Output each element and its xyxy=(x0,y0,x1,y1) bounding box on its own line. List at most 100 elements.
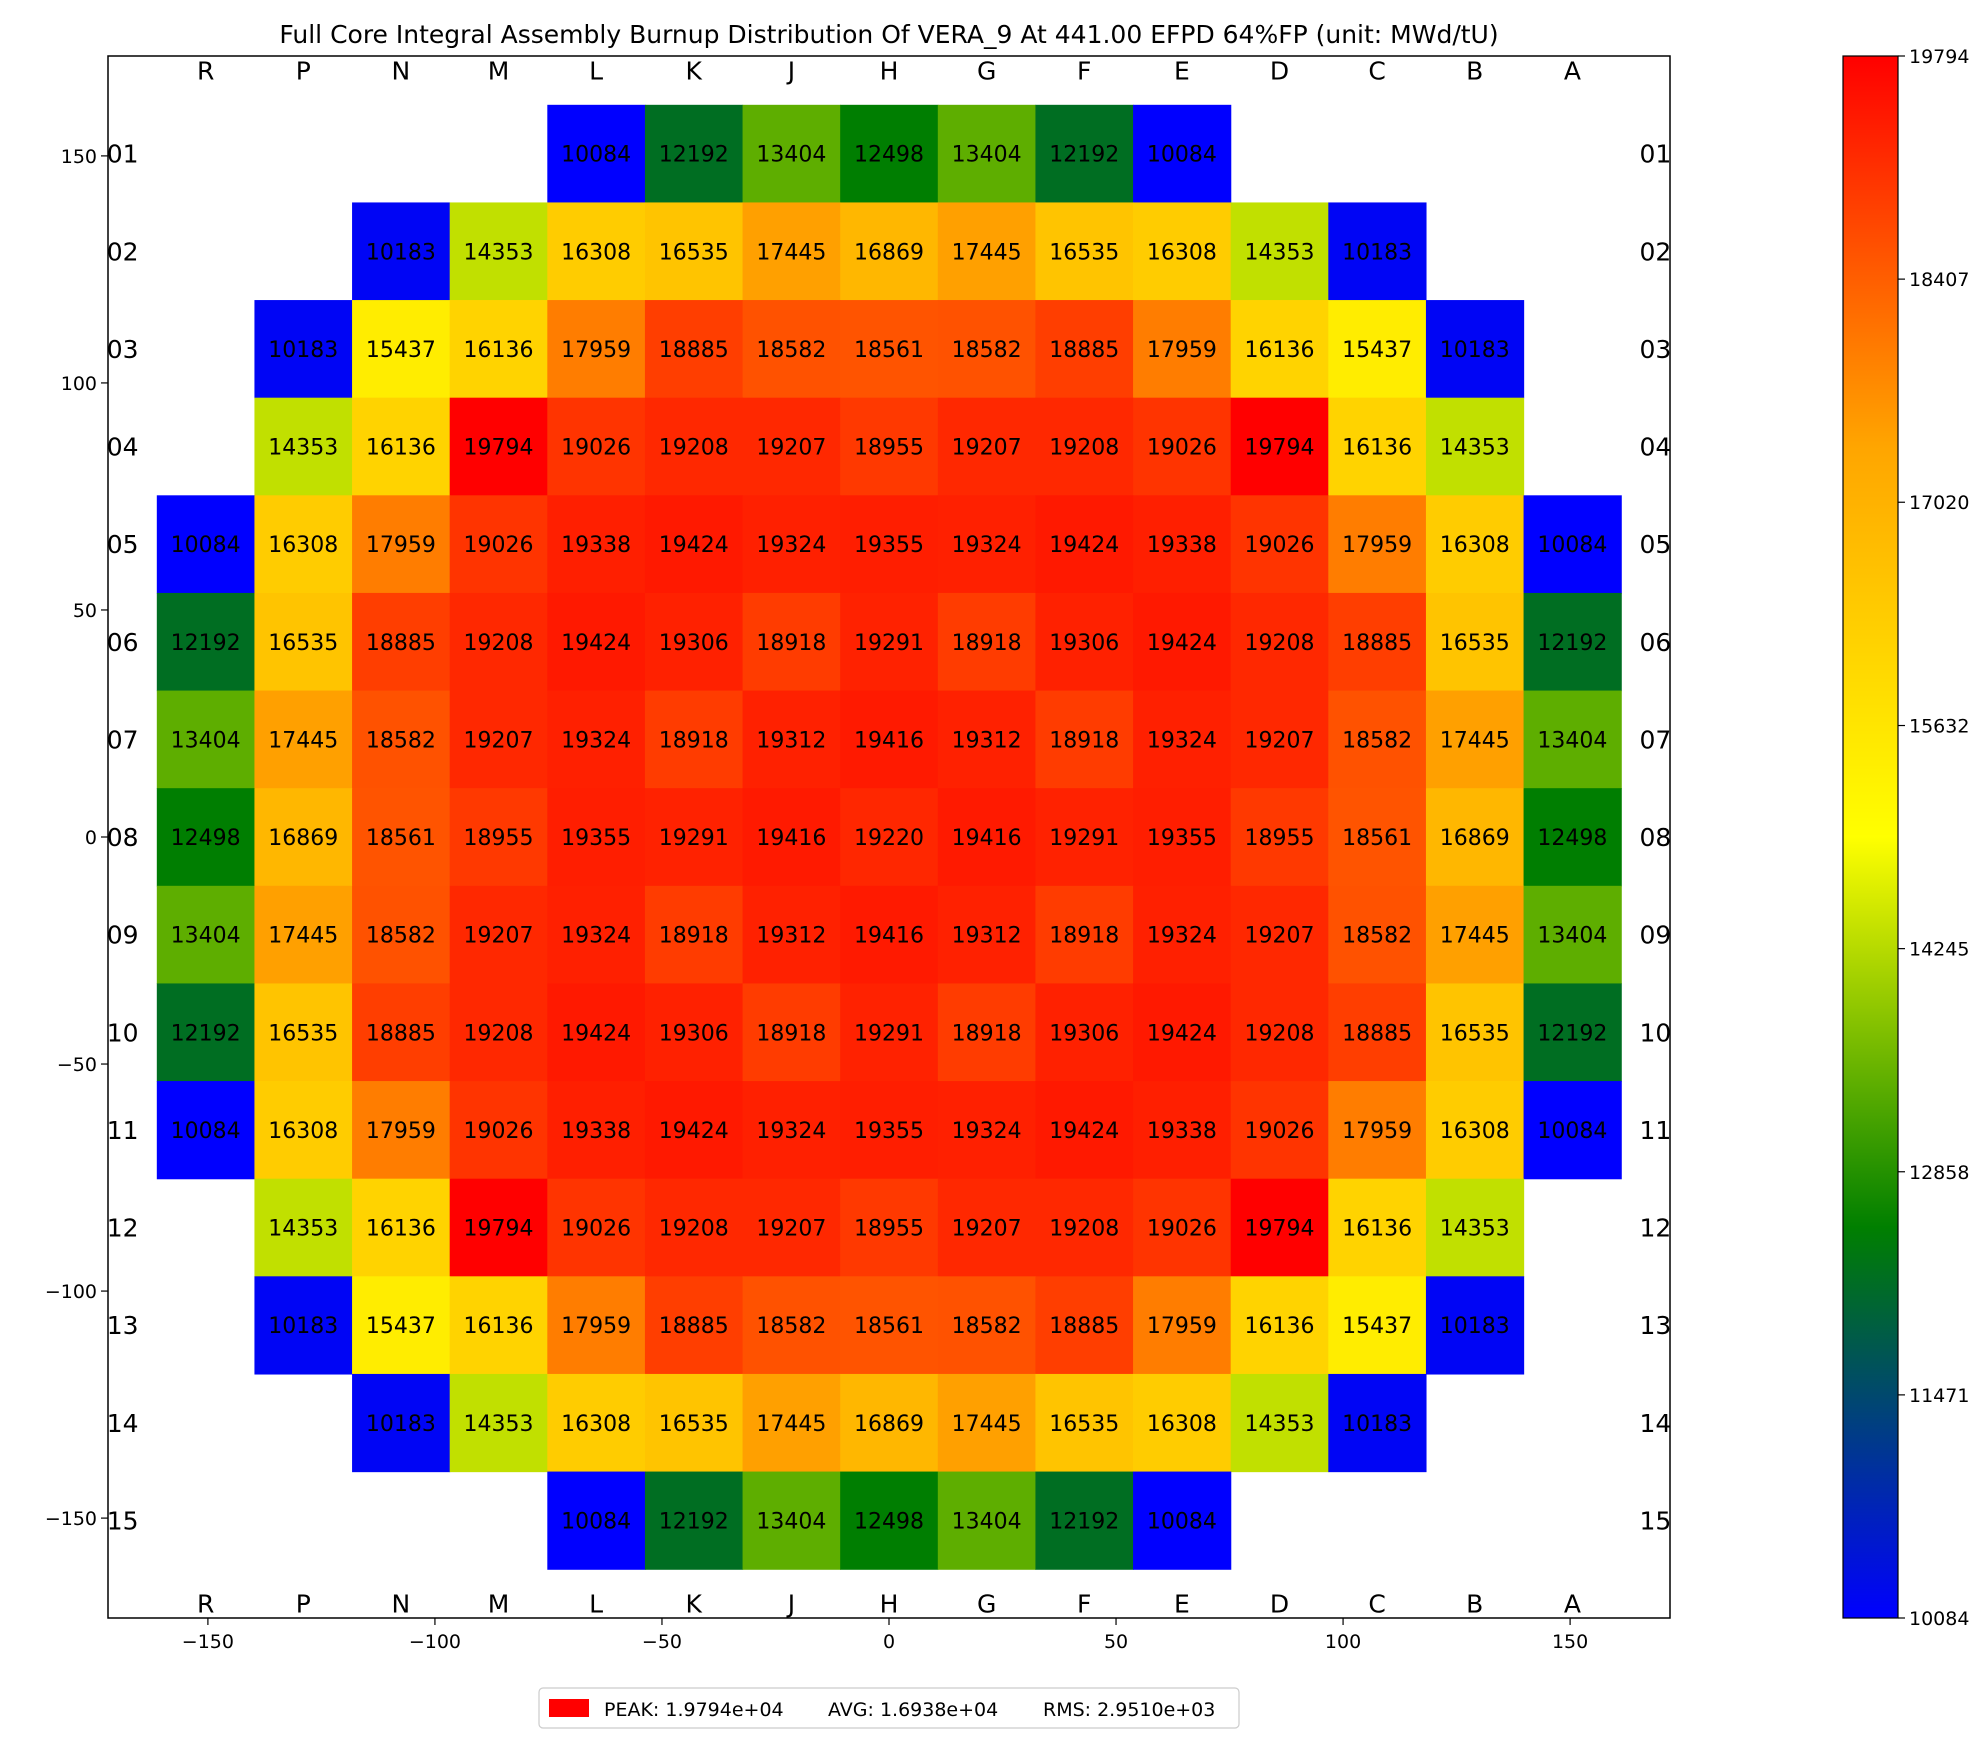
row-label-right: 12 xyxy=(1639,1214,1671,1243)
cell-value-label: 16308 xyxy=(268,533,338,558)
cell-value-label: 12192 xyxy=(171,1021,241,1046)
cell-value-label: 18561 xyxy=(1342,826,1412,851)
heatmap-cell xyxy=(937,690,1037,789)
cell-value-label: 15437 xyxy=(1342,338,1412,363)
cell-value-label: 19424 xyxy=(659,1119,729,1144)
cell-value-label: 19306 xyxy=(659,631,729,656)
colorbar-tick-label: 18407 xyxy=(1909,269,1969,291)
heatmap-cell xyxy=(1425,690,1525,789)
heatmap-cell xyxy=(742,202,841,301)
heatmap-cell xyxy=(449,983,548,1082)
cell-value-label: 19424 xyxy=(659,533,729,558)
cell-value-label: 17959 xyxy=(366,1119,436,1144)
heatmap-cell xyxy=(254,983,353,1082)
heatmap-cell xyxy=(1425,788,1525,887)
heatmap-cell xyxy=(1230,495,1329,594)
chart-title: Full Core Integral Assembly Burnup Distr… xyxy=(279,20,1498,49)
cell-value-label: 18582 xyxy=(366,728,436,753)
y-tick-label: 150 xyxy=(61,146,97,168)
heatmap-cell xyxy=(352,1373,451,1473)
heatmap-cell xyxy=(840,592,939,692)
cell-value-label: 19207 xyxy=(952,436,1022,461)
cell-value-label: 18885 xyxy=(1342,1021,1412,1046)
heatmap-cell xyxy=(254,690,353,789)
heatmap-cell xyxy=(352,1081,451,1180)
cell-value-label: 19026 xyxy=(561,1217,631,1242)
cell-value-label: 16136 xyxy=(366,436,436,461)
heatmap-cell xyxy=(1035,495,1134,594)
cell-value-label: 10183 xyxy=(1440,338,1510,363)
heatmap-cell xyxy=(1035,202,1134,301)
cell-value-label: 18582 xyxy=(952,1314,1022,1339)
heatmap-cell xyxy=(1230,983,1329,1082)
cell-value-label: 13404 xyxy=(171,728,241,753)
column-labels: R R P P N N M M L L K K J J H H G G F F E E D D C C B B A A xyxy=(197,57,1581,1619)
heatmap-cell xyxy=(1328,592,1427,692)
cell-value-label: 18885 xyxy=(1342,631,1412,656)
row-label-left: 04 xyxy=(107,433,139,462)
column-label-bottom: M xyxy=(488,1589,510,1618)
cell-value-label: 19324 xyxy=(756,1119,826,1144)
heatmap-cell xyxy=(449,1081,548,1180)
heatmap-cell xyxy=(937,788,1037,887)
row-label-left: 05 xyxy=(107,530,139,559)
heatmap-cell xyxy=(840,690,939,789)
heatmap-cell xyxy=(1133,1373,1232,1473)
column-label-top: B xyxy=(1466,57,1483,86)
heatmap-cell xyxy=(1230,202,1329,301)
column-label-bottom: C xyxy=(1368,1589,1385,1618)
cell-value-label: 19207 xyxy=(952,1217,1022,1242)
heatmap-cell xyxy=(449,885,548,985)
cell-value-label: 19324 xyxy=(1147,924,1217,949)
heatmap-cell xyxy=(1328,1373,1427,1473)
row-label-left: 14 xyxy=(107,1409,139,1438)
cell-value-label: 10183 xyxy=(366,1412,436,1437)
row-label-left: 02 xyxy=(107,237,139,266)
heatmap-cell xyxy=(352,1178,451,1277)
cell-value-label: 12192 xyxy=(659,143,729,168)
heatmap-cell xyxy=(254,300,353,399)
heatmap-cell xyxy=(644,983,744,1082)
cell-value-label: 19306 xyxy=(659,1021,729,1046)
x-tick-label: 150 xyxy=(1552,1631,1588,1653)
heatmap-cell xyxy=(352,495,451,594)
row-label-left: 15 xyxy=(107,1506,139,1535)
heatmap-cell xyxy=(1523,1081,1622,1180)
cell-value-label: 16308 xyxy=(561,1412,631,1437)
legend-rms: RMS: 2.9510e+03 xyxy=(1043,1699,1215,1721)
cell-value-label: 19291 xyxy=(1049,826,1119,851)
heatmap-cell xyxy=(1523,495,1622,594)
cell-value-label: 16136 xyxy=(464,1314,534,1339)
cell-value-label: 19424 xyxy=(1049,533,1119,558)
heatmap-cell xyxy=(644,397,744,496)
heatmap-cell xyxy=(449,495,548,594)
cell-value-label: 19312 xyxy=(952,924,1022,949)
heatmap-cell xyxy=(254,885,353,985)
row-label-right: 13 xyxy=(1639,1311,1671,1340)
heatmap-cell xyxy=(742,788,841,887)
heatmap-cell xyxy=(1230,690,1329,789)
heatmap-cell xyxy=(156,1081,256,1180)
heatmap-cell xyxy=(1328,885,1427,985)
heatmap-cell xyxy=(1133,1081,1232,1180)
heatmap-cell xyxy=(449,202,548,301)
heatmap-cell xyxy=(937,1276,1037,1375)
heatmap-cell xyxy=(1230,592,1329,692)
cell-value-label: 19208 xyxy=(659,436,729,461)
heatmap-cell xyxy=(742,1178,841,1277)
cell-value-label: 19291 xyxy=(854,631,924,656)
cell-value-label: 10084 xyxy=(1537,533,1607,558)
column-label-bottom: L xyxy=(589,1589,603,1618)
column-label-top: H xyxy=(880,57,899,86)
cell-value-label: 19026 xyxy=(1245,533,1315,558)
heatmap-cell xyxy=(1035,300,1134,399)
heatmap-cell xyxy=(254,1276,353,1375)
heatmap-cell xyxy=(937,300,1037,399)
cell-value-label: 19424 xyxy=(561,631,631,656)
cell-value-label: 19338 xyxy=(561,1119,631,1144)
cell-value-label: 17959 xyxy=(1342,1119,1412,1144)
heatmap-cell xyxy=(1230,1178,1329,1277)
cell-value-label: 18885 xyxy=(659,338,729,363)
cell-value-label: 19026 xyxy=(561,436,631,461)
